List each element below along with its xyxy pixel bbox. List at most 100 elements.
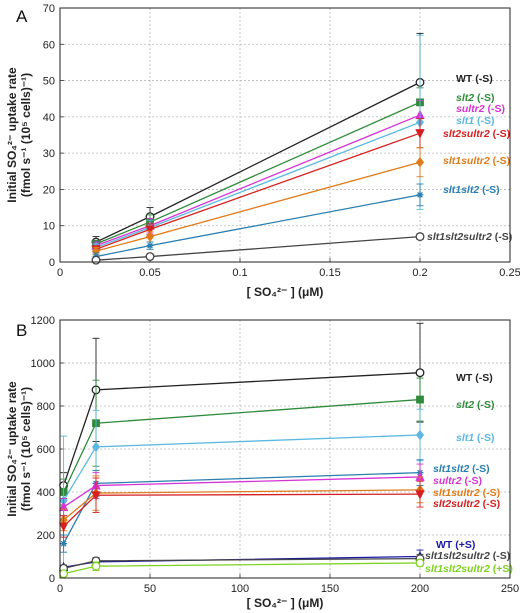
series-label-genotype: slt2 <box>456 92 474 104</box>
x-axis-title: [ SO₄²⁻ ] (μM) <box>247 596 324 610</box>
panel-letter: B <box>16 321 27 340</box>
y-tick-label: 0 <box>49 573 55 585</box>
data-point <box>91 441 101 453</box>
series-label-genotype: sultr2 <box>456 103 485 115</box>
x-tick-label: 0 <box>57 583 63 595</box>
y-tick-label: 400 <box>37 487 55 499</box>
y-tick-label: 1000 <box>31 358 55 370</box>
series-label-genotype: slt1slt2sultr2 <box>425 563 490 575</box>
x-tick-label: 250 <box>501 583 519 595</box>
series-label: slt2 (-S) <box>456 399 495 411</box>
series-slt1slt2-s: slt1slt2 (-S) <box>92 183 500 261</box>
x-axis-title: [ SO₄²⁻ ] (μM) <box>247 285 324 299</box>
data-point <box>91 491 101 501</box>
data-point <box>145 231 155 242</box>
series-label-condition: (-S) <box>492 231 512 243</box>
series-label: slt1slt2sultr2 (+S) <box>425 563 513 575</box>
data-point <box>415 558 425 568</box>
data-point <box>415 129 425 139</box>
series-slt1slt2sultr2-s: slt1slt2sultr2 (+S) <box>59 558 513 579</box>
data-point <box>91 255 101 265</box>
series-label-genotype: slt1slt2sultr2 <box>425 550 490 562</box>
data-point <box>60 540 67 547</box>
series-label-genotype: sultr2 <box>433 475 462 487</box>
series-label-condition: (-S) <box>490 128 510 140</box>
series-label-condition: (-S) <box>480 487 500 499</box>
data-point <box>415 156 425 168</box>
data-point <box>415 490 425 500</box>
x-tick-label: 0 <box>57 267 63 279</box>
series-slt1-s: slt1 (-S) <box>59 408 495 566</box>
series-label: slt1slt2sultr2 (-S) <box>425 550 510 562</box>
series-label: slt1sultr2 (-S) <box>433 487 500 499</box>
series-label-genotype: slt2 <box>456 399 474 411</box>
series-label: slt2sultr2 (-S) <box>443 128 510 140</box>
y-tick-label: 1200 <box>31 315 55 327</box>
series-slt1slt2sultr2-s: slt1slt2sultr2 (-S) <box>59 550 510 573</box>
x-tick-label: 0.2 <box>412 267 427 279</box>
axes-frame <box>59 7 511 263</box>
data-point <box>415 429 425 441</box>
y-axis-title-line2: (fmol s⁻¹ (10⁵ cells)⁻¹) <box>19 73 33 197</box>
data-point <box>58 522 69 532</box>
y-tick-label: 10 <box>43 221 55 233</box>
series-label: WT (-S) <box>456 73 493 85</box>
series-label-genotype: slt1 <box>456 115 474 127</box>
y-tick-label: 50 <box>43 76 55 88</box>
x-tick-label: 0.25 <box>499 267 520 279</box>
series-label-condition: (-S) <box>485 103 505 115</box>
series-slt1slt2sultr2-s: slt1slt2sultr2 (-S) <box>91 231 512 265</box>
y-tick-label: 600 <box>37 444 55 456</box>
series-label-genotype: slt1slt2 <box>443 184 479 196</box>
series-label-condition: (-S) <box>479 184 499 196</box>
x-tick-label: 0.1 <box>232 267 247 279</box>
series-slt2sultr2-s: slt2sultr2 (-S) <box>58 477 500 538</box>
y-tick-label: 30 <box>43 148 55 160</box>
panel-b: 0 50 100 150 200 250 0 200 400 600 800 1000 1200 WT (… <box>5 315 519 610</box>
data-point <box>415 232 425 242</box>
series-label-genotype: slt1sultr2 <box>443 155 490 167</box>
x-tick-label: 100 <box>231 583 249 595</box>
panel-letter: A <box>16 7 28 26</box>
series-label-condition: (-S) <box>462 475 482 487</box>
series-label: slt1slt2 (-S) <box>433 463 490 475</box>
y-tick-label: 200 <box>37 530 55 542</box>
series-label-condition: (-S) <box>474 432 494 444</box>
series-label: slt2 (-S) <box>456 92 495 104</box>
series-label-genotype: slt1 <box>456 432 474 444</box>
series-label-condition: (+S) <box>490 563 513 575</box>
series-label-condition: (-S) <box>469 463 489 475</box>
data-point <box>415 368 425 378</box>
series-slt1sultr2-s: slt1sultr2 (-S) <box>91 147 510 257</box>
data-point <box>91 561 101 571</box>
x-tick-label: 0.05 <box>139 267 160 279</box>
y-tick-label: 800 <box>37 401 55 413</box>
series-label-condition: (-S) <box>480 498 500 510</box>
y-tick-label: 70 <box>43 3 55 15</box>
series-label: slt1slt2 (-S) <box>443 184 500 196</box>
data-point <box>145 252 155 262</box>
x-tick-label: 50 <box>144 583 156 595</box>
series-label: slt1sultr2 (-S) <box>443 155 510 167</box>
y-axis-title-line2: (fmol s⁻¹ (10⁵ cells)⁻¹) <box>19 387 33 511</box>
y-tick-label: 40 <box>43 112 55 124</box>
series-label-condition: (-S) <box>474 92 494 104</box>
x-tick-label: 200 <box>411 583 429 595</box>
panel-a: 0 0.05 0.1 0.15 0.2 0.25 0 10 20 30 40 50 60 70 WT (-S… <box>5 3 520 299</box>
x-tick-label: 0.15 <box>319 267 340 279</box>
series-label-genotype: slt1sultr2 <box>433 487 480 499</box>
series-label: sultr2 (-S) <box>433 475 482 487</box>
series-label: slt2sultr2 (-S) <box>433 498 500 510</box>
series-label-genotype: slt2sultr2 <box>443 128 490 140</box>
series-slt2sultr2-s: slt2sultr2 (-S) <box>91 118 510 255</box>
series-label-condition: (-S) <box>474 115 494 127</box>
y-tick-label: 20 <box>43 184 55 196</box>
series-label-genotype: slt2sultr2 <box>433 498 480 510</box>
series-label: WT (+S) <box>436 539 475 551</box>
data-point <box>146 242 154 250</box>
data-point <box>59 569 69 579</box>
x-tick-label: 150 <box>321 583 339 595</box>
series-label: slt1 (-S) <box>456 432 495 444</box>
data-point <box>145 225 155 235</box>
